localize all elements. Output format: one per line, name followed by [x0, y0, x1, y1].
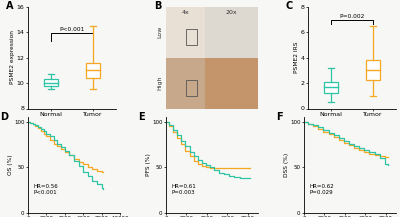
- Text: D: D: [0, 112, 8, 122]
- Bar: [204, 7, 258, 58]
- Text: HR=0.56
P<0.001: HR=0.56 P<0.001: [34, 184, 58, 196]
- Text: P=0.002: P=0.002: [339, 14, 364, 19]
- Text: A: A: [6, 2, 14, 12]
- Text: B: B: [154, 2, 162, 12]
- Bar: [204, 58, 258, 108]
- Bar: [86, 62, 100, 78]
- Bar: [166, 7, 204, 58]
- Y-axis label: PFS (%): PFS (%): [146, 153, 151, 176]
- Y-axis label: PSME2 IRS: PSME2 IRS: [294, 42, 299, 73]
- Bar: [44, 79, 58, 85]
- Text: F: F: [276, 112, 283, 122]
- Text: Low: Low: [157, 26, 162, 38]
- Y-axis label: DSS (%): DSS (%): [284, 153, 289, 177]
- Text: C: C: [286, 2, 293, 12]
- Text: 4x: 4x: [181, 10, 189, 15]
- Text: HR=0.61
P=0.003: HR=0.61 P=0.003: [172, 184, 196, 196]
- Y-axis label: PSME2 expression: PSME2 expression: [10, 31, 15, 84]
- Text: E: E: [138, 112, 145, 122]
- Bar: [324, 82, 338, 93]
- Bar: [166, 58, 204, 108]
- Text: High: High: [157, 76, 162, 90]
- Bar: [186, 80, 197, 96]
- Bar: [186, 29, 197, 45]
- Text: 20x: 20x: [226, 10, 237, 15]
- Y-axis label: OS (%): OS (%): [8, 155, 13, 175]
- Text: HR=0.62
P=0.029: HR=0.62 P=0.029: [310, 184, 334, 196]
- Text: P<0.001: P<0.001: [60, 27, 85, 32]
- Bar: [366, 60, 380, 81]
